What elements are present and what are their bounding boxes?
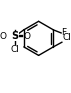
- Text: O: O: [0, 32, 7, 41]
- Text: Cl: Cl: [11, 45, 20, 54]
- Text: Cl: Cl: [62, 33, 71, 42]
- Text: F: F: [61, 28, 67, 37]
- Text: O: O: [24, 32, 31, 41]
- Text: S: S: [12, 31, 19, 41]
